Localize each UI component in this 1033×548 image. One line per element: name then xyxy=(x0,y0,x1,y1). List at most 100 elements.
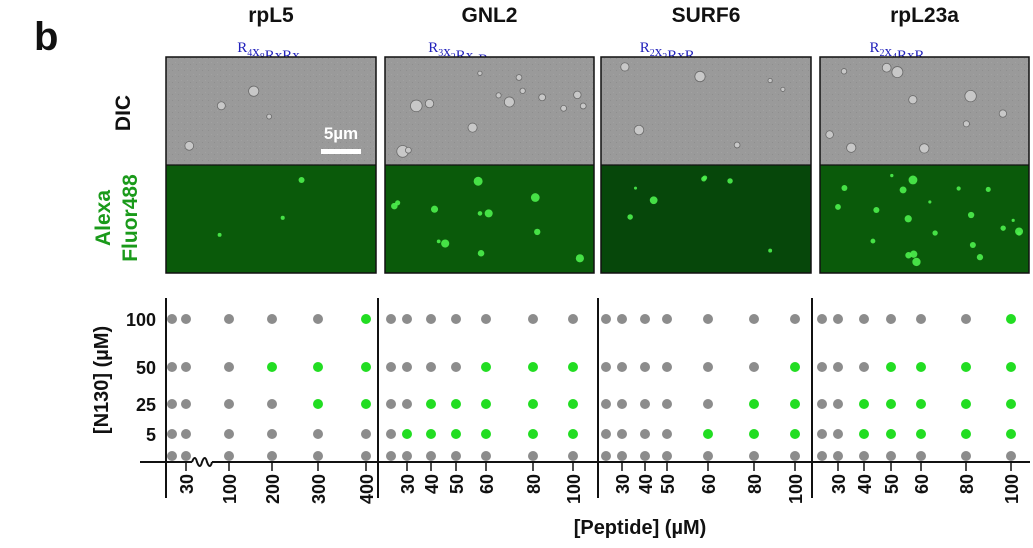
dot-mixed xyxy=(833,451,843,461)
dic-droplet xyxy=(424,98,435,109)
dot-phase-separated xyxy=(790,399,800,409)
fluor-droplet xyxy=(835,204,841,210)
dic-droplet xyxy=(891,66,904,79)
fluor-label-line1: Alexa xyxy=(92,190,115,246)
dot-phase-separated xyxy=(790,429,800,439)
dot-mixed xyxy=(817,429,827,439)
fluor-image-1 xyxy=(385,165,594,273)
dot-phase-separated xyxy=(568,399,578,409)
x-tick-label: 100 xyxy=(564,474,584,504)
dot-mixed xyxy=(224,451,234,461)
dot-mixed xyxy=(267,399,277,409)
dot-mixed xyxy=(386,399,396,409)
dic-droplet xyxy=(560,104,567,112)
dic-droplet xyxy=(962,120,970,128)
dot-mixed xyxy=(703,451,713,461)
panel-letter: b xyxy=(34,15,58,59)
dot-phase-separated xyxy=(451,429,461,439)
dot-mixed xyxy=(313,451,323,461)
dot-phase-separated xyxy=(1006,399,1016,409)
scale-bar-label: 5µm xyxy=(324,124,358,143)
x-tick-label: 40 xyxy=(636,474,656,494)
dot-mixed xyxy=(224,399,234,409)
dot-mixed xyxy=(402,399,412,409)
dot-mixed xyxy=(662,362,672,372)
dot-phase-separated xyxy=(1006,314,1016,324)
dic-label: DIC xyxy=(112,95,135,131)
dot-mixed xyxy=(886,451,896,461)
dot-phase-separated xyxy=(916,429,926,439)
dot-mixed xyxy=(961,451,971,461)
dot-phase-separated xyxy=(426,399,436,409)
dic-droplet xyxy=(515,74,523,81)
dot-mixed xyxy=(386,429,396,439)
dic-droplet xyxy=(767,77,773,84)
dic-droplet xyxy=(908,95,918,105)
dot-phase-separated xyxy=(361,362,371,372)
fluor-droplet xyxy=(1017,231,1022,236)
fluor-droplet xyxy=(298,177,305,184)
dot-phase-separated xyxy=(749,399,759,409)
dot-mixed xyxy=(167,314,177,324)
fluor-droplet xyxy=(436,239,441,244)
fluor-droplet xyxy=(910,250,918,258)
dot-mixed xyxy=(833,399,843,409)
dot-phase-separated xyxy=(361,399,371,409)
dot-phase-separated xyxy=(703,429,713,439)
dot-mixed xyxy=(817,399,827,409)
dot-mixed xyxy=(481,314,491,324)
dot-mixed xyxy=(662,451,672,461)
dot-mixed xyxy=(386,451,396,461)
dot-phase-separated xyxy=(886,399,896,409)
dot-phase-separated xyxy=(267,362,277,372)
y-tick-label: 50 xyxy=(136,358,156,378)
dot-mixed xyxy=(859,451,869,461)
fluor-droplet xyxy=(967,211,975,219)
dot-mixed xyxy=(640,429,650,439)
dot-mixed xyxy=(817,314,827,324)
fluor-droplet xyxy=(473,176,483,186)
dot-phase-separated xyxy=(859,429,869,439)
dic-droplet xyxy=(919,143,930,154)
dot-phase-separated xyxy=(481,399,491,409)
dot-mixed xyxy=(601,451,611,461)
dot-phase-separated xyxy=(961,429,971,439)
dot-mixed xyxy=(916,451,926,461)
fluor-droplet xyxy=(873,206,880,214)
dot-mixed xyxy=(601,399,611,409)
dot-phase-separated xyxy=(886,429,896,439)
dot-mixed xyxy=(617,362,627,372)
dot-mixed xyxy=(568,314,578,324)
dic-droplet xyxy=(964,89,977,103)
fluor-droplet xyxy=(985,186,991,192)
dot-mixed xyxy=(181,314,191,324)
dot-phase-separated xyxy=(402,429,412,439)
fluor-droplet xyxy=(904,215,912,223)
dot-mixed xyxy=(167,399,177,409)
dot-mixed xyxy=(426,451,436,461)
fluor-droplet xyxy=(530,193,540,202)
fluor-droplet xyxy=(484,209,493,218)
dot-phase-separated xyxy=(916,399,926,409)
dot-mixed xyxy=(402,314,412,324)
dic-droplet xyxy=(881,62,892,73)
dic-droplet xyxy=(694,70,706,83)
fluor-droplet xyxy=(1000,225,1006,231)
dot-phase-separated xyxy=(451,399,461,409)
dic-droplet xyxy=(467,122,478,133)
fluor-droplet xyxy=(932,230,938,236)
dot-mixed xyxy=(267,429,277,439)
dot-mixed xyxy=(267,451,277,461)
x-tick-label: 80 xyxy=(957,474,977,494)
dot-mixed xyxy=(481,451,491,461)
dot-mixed xyxy=(886,314,896,324)
protein-name-1: GNL2 xyxy=(461,4,517,27)
dot-mixed xyxy=(601,314,611,324)
fluor-droplet xyxy=(899,186,907,194)
dot-mixed xyxy=(617,399,627,409)
dot-mixed xyxy=(361,451,371,461)
dot-mixed xyxy=(402,362,412,372)
dot-mixed xyxy=(749,362,759,372)
dot-phase-separated xyxy=(528,429,538,439)
